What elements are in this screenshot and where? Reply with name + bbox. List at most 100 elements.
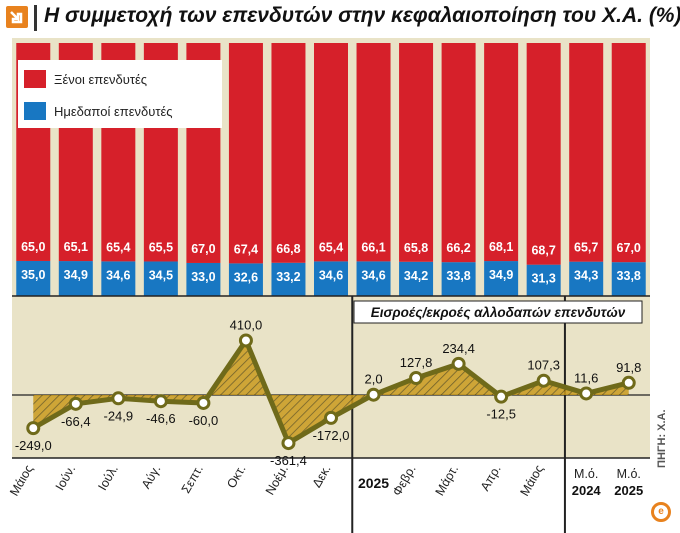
flow-point	[26, 421, 41, 436]
bar-domestic	[186, 262, 221, 296]
chart-area: 65,0 35,0 65,1 34,9 65,4 34,6 65,5 34,5 67,0 33,0…	[7, 38, 650, 533]
flow-value-label: -361,4	[270, 453, 307, 468]
bar-domestic	[441, 262, 476, 296]
bar-domestic	[16, 260, 51, 296]
bar-foreign	[569, 43, 604, 262]
bar-domestic	[143, 261, 178, 296]
flow-value-label: -60,0	[189, 413, 219, 428]
chart-title: Η συμμετοχή των επενδυτών στην κεφαλαιοπ…	[44, 4, 680, 27]
flow-point	[281, 436, 296, 451]
x-tick-label-year: 2024	[572, 483, 602, 498]
flow-point	[494, 389, 509, 404]
x-tick-label-year: 2025	[614, 483, 643, 498]
arrow-icon	[6, 6, 28, 28]
bar-domestic	[58, 261, 93, 296]
legend-label-foreign: Ξένοι επενδυτές	[54, 72, 147, 87]
flow-value-label: -46,6	[146, 411, 176, 426]
legend: Ξένοι επενδυτές Ημεδαποί επενδυτές	[18, 60, 222, 128]
source-label: ΠΗΓΗ: Χ.Α.	[656, 409, 668, 468]
flow-value-label: -12,5	[486, 407, 516, 422]
flow-point	[111, 391, 126, 406]
x-tick-label: Νοέμ.	[263, 463, 291, 498]
x-tick-label: Ιούλ.	[95, 463, 121, 493]
flow-value-label: 11,6	[574, 370, 598, 385]
bar-domestic	[484, 261, 519, 296]
domestic-value-label: 34,2	[404, 269, 428, 283]
domestic-value-label: 35,0	[21, 268, 45, 282]
bar-foreign	[526, 43, 561, 265]
flow-point	[238, 333, 253, 348]
foreign-value-label: 65,4	[106, 240, 130, 254]
x-tick-label: Μ.ό.	[617, 467, 641, 481]
bar-foreign	[399, 43, 434, 262]
publisher-logo-icon: e	[651, 502, 671, 522]
foreign-value-label: 65,4	[319, 240, 343, 254]
legend-swatch-foreign	[24, 70, 46, 88]
bar-domestic	[569, 261, 604, 296]
x-tick-label: Μάρτ.	[433, 463, 462, 499]
x-tick-label: Μάιος	[7, 463, 36, 499]
flow-title-box	[353, 300, 643, 324]
flow-point	[409, 371, 424, 386]
foreign-value-label: 66,8	[276, 242, 300, 256]
foreign-value-label: 65,1	[64, 240, 88, 254]
foreign-value-label: 65,0	[21, 240, 45, 254]
x-tick-label: Δεκ.	[310, 463, 334, 490]
domestic-value-label: 34,5	[149, 268, 173, 282]
x-tick-label: Αύγ.	[139, 463, 164, 492]
flow-value-label: 107,3	[527, 358, 560, 373]
stacked-bars: 65,0 35,0 65,1 34,9 65,4 34,6 65,5 34,5 67,0 33,0…	[16, 43, 646, 296]
x-tick-label: Μ.ό.	[574, 467, 598, 481]
bar-foreign	[228, 43, 263, 264]
x-tick-label: Μάιος	[517, 463, 546, 499]
bar-domestic	[399, 261, 434, 296]
flow-point	[366, 387, 381, 402]
flow-point	[451, 356, 466, 371]
title-divider	[34, 5, 37, 31]
x-tick-label: Φεβρ.	[390, 463, 419, 499]
chart-header: Η συμμετοχή των επενδυτών στην κεφαλαιοπ…	[0, 0, 680, 38]
flow-point	[536, 373, 551, 388]
flow-point	[153, 394, 168, 409]
flow-value-label: 234,4	[442, 341, 475, 356]
bar-domestic	[228, 263, 263, 296]
flow-point	[196, 395, 211, 410]
x-tick-label: Απρ.	[478, 462, 504, 493]
bar-domestic	[314, 261, 348, 296]
flow-point	[324, 410, 338, 425]
foreign-value-label: 67,4	[234, 242, 258, 256]
bar-foreign	[484, 43, 519, 262]
bar-domestic	[101, 261, 136, 296]
bar-foreign	[314, 43, 348, 262]
flow-value-label: 2,0	[364, 372, 382, 387]
bar-domestic	[271, 262, 306, 296]
domestic-value-label: 34,6	[361, 268, 385, 282]
flow-point	[621, 375, 636, 390]
x-tick-label: Ιούν.	[53, 463, 79, 493]
x-tick-label: Οκτ.	[224, 463, 248, 491]
foreign-value-label: 68,1	[489, 240, 513, 254]
flow-value-label: -24,9	[104, 408, 134, 423]
domestic-value-label: 33,8	[617, 269, 641, 283]
bar-domestic	[356, 261, 391, 296]
bar-foreign	[611, 43, 646, 263]
legend-label-domestic: Ημεδαποί επενδυτές	[54, 104, 173, 119]
domestic-value-label: 34,9	[489, 268, 513, 282]
legend-swatch-domestic	[24, 102, 46, 120]
bar-foreign	[441, 43, 476, 263]
domestic-value-label: 34,3	[574, 269, 598, 283]
flow-value-label: 127,8	[400, 355, 433, 370]
domestic-value-label: 34,6	[319, 268, 343, 282]
legend-box	[18, 60, 222, 128]
domestic-value-label: 32,6	[234, 270, 258, 284]
flow-value-label: -172,0	[313, 428, 350, 443]
domestic-value-label: 33,0	[191, 270, 215, 284]
bar-foreign	[271, 43, 306, 263]
foreign-value-label: 66,2	[446, 241, 470, 255]
flow-title: Εισροές/εκροές αλλοδαπών επενδυτών	[353, 300, 643, 324]
x-tick-label-year: 2025	[358, 475, 389, 491]
foreign-value-label: 65,5	[149, 240, 173, 254]
bar-foreign	[356, 43, 391, 262]
foreign-value-label: 67,0	[191, 242, 215, 256]
foreign-value-label: 66,1	[361, 240, 385, 254]
